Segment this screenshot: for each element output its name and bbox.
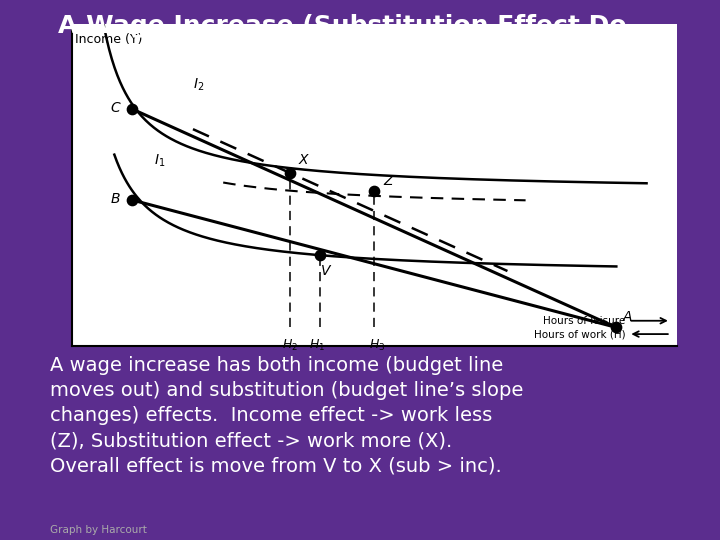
Text: X: X [299,153,308,167]
Point [611,323,622,332]
Point [127,196,138,205]
Text: Hours of work (H): Hours of work (H) [534,329,626,339]
Text: Z: Z [384,174,393,188]
Point [127,105,138,113]
Text: Hours of leisure: Hours of leisure [543,316,626,326]
Point [314,251,325,259]
Text: $H_1$: $H_1$ [309,338,325,353]
Text: $I_2$: $I_2$ [193,77,204,93]
Point [284,168,295,177]
Text: A: A [622,310,632,324]
Text: $H_3$: $H_3$ [369,338,386,353]
Text: $H_2$: $H_2$ [282,338,298,353]
Text: $I_1$: $I_1$ [153,152,165,169]
Text: V: V [321,264,330,278]
Text: Income (Y): Income (Y) [75,33,143,46]
Text: A wage increase has both income (budget line
moves out) and substitution (budget: A wage increase has both income (budget … [50,356,523,475]
Point [369,187,380,195]
Text: B: B [111,192,120,206]
Text: A Wage Increase (Substitution Effect Do: A Wage Increase (Substitution Effect Do [58,14,626,37]
Text: Graph by Harcourt: Graph by Harcourt [50,524,148,535]
Text: C: C [111,100,120,114]
